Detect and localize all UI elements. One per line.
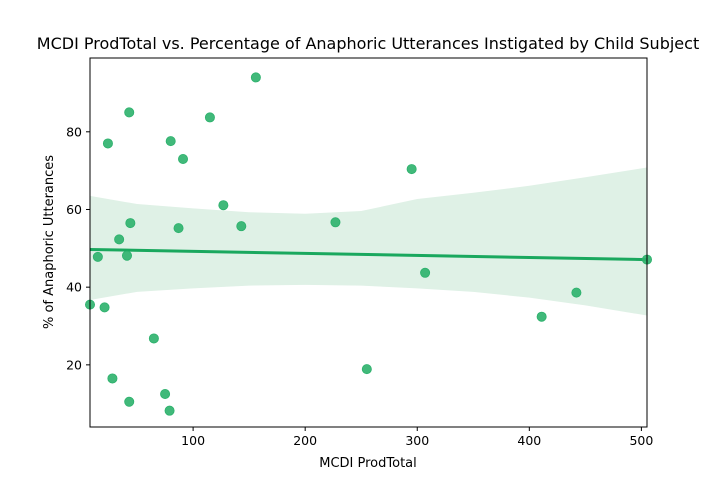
regression-line-layer (89, 247, 648, 262)
confidence-band (90, 167, 647, 316)
data-point (92, 251, 103, 262)
data-point (165, 136, 176, 147)
y-tick-label: 20 (66, 357, 82, 372)
x-tick-label: 400 (517, 433, 541, 448)
x-tick-label: 100 (181, 433, 205, 448)
x-axis-ticks: 100 200 300 400 500 (181, 427, 653, 448)
data-point (406, 164, 417, 175)
data-point (178, 153, 189, 164)
data-point (107, 373, 118, 384)
y-axis-label: % of Anaphoric Utterances (42, 155, 57, 329)
x-tick-label: 300 (405, 433, 429, 448)
data-point (148, 333, 159, 344)
y-tick-label: 60 (66, 202, 82, 217)
data-point (160, 388, 171, 399)
data-point (99, 302, 110, 313)
y-axis-ticks: 20 40 60 80 (66, 124, 90, 372)
data-point (204, 112, 215, 123)
data-point (124, 107, 135, 118)
regression-line (89, 247, 648, 262)
data-point (420, 267, 431, 278)
data-point (236, 221, 247, 232)
data-point (125, 218, 136, 229)
data-point (250, 72, 261, 83)
data-point (114, 234, 125, 245)
data-points-layer (85, 72, 653, 416)
plot-frame (89, 57, 648, 428)
x-axis-label: MCDI ProdTotal (319, 456, 417, 471)
chart-title: MCDI ProdTotal vs. Percentage of Anaphor… (37, 34, 699, 53)
data-point (124, 396, 135, 407)
y-tick-label: 80 (66, 124, 82, 139)
x-tick-label: 200 (293, 433, 317, 448)
x-tick-label: 500 (629, 433, 653, 448)
data-point (536, 311, 547, 322)
data-point (571, 287, 582, 298)
confidence-band-layer (90, 167, 647, 316)
data-point (361, 364, 372, 375)
data-point (164, 405, 175, 416)
data-point (218, 200, 229, 211)
data-point (121, 250, 132, 261)
data-point (330, 217, 341, 228)
data-point (173, 223, 184, 234)
y-tick-label: 40 (66, 280, 82, 295)
data-point (102, 138, 113, 149)
